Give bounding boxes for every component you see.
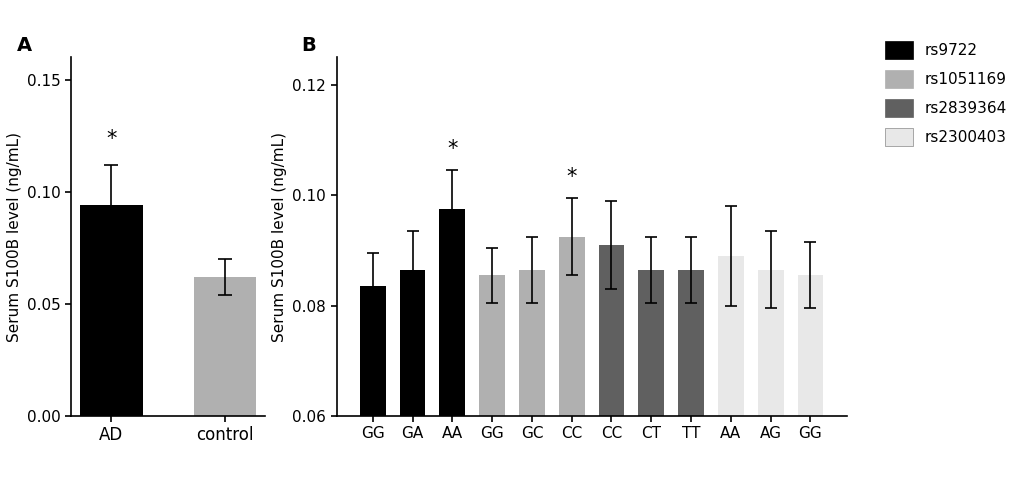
- Text: *: *: [446, 140, 458, 159]
- Legend: rs9722, rs1051169, rs2839364, rs2300403: rs9722, rs1051169, rs2839364, rs2300403: [884, 41, 1007, 146]
- Text: *: *: [106, 129, 116, 149]
- Bar: [479, 275, 504, 478]
- Text: A: A: [17, 36, 33, 55]
- Y-axis label: Serum S100B level (ng/mL): Serum S100B level (ng/mL): [7, 131, 21, 342]
- Bar: [360, 286, 385, 478]
- Y-axis label: Serum S100B level (ng/mL): Serum S100B level (ng/mL): [271, 131, 286, 342]
- Bar: [638, 270, 663, 478]
- Bar: [678, 270, 703, 478]
- Bar: [598, 245, 624, 478]
- Bar: [558, 237, 584, 478]
- Bar: [81, 205, 143, 416]
- Bar: [757, 270, 783, 478]
- Bar: [194, 277, 256, 416]
- Bar: [439, 209, 465, 478]
- Text: *: *: [566, 167, 577, 187]
- Bar: [717, 256, 743, 478]
- Bar: [797, 275, 822, 478]
- Bar: [519, 270, 544, 478]
- Bar: [399, 270, 425, 478]
- Text: B: B: [301, 36, 315, 55]
